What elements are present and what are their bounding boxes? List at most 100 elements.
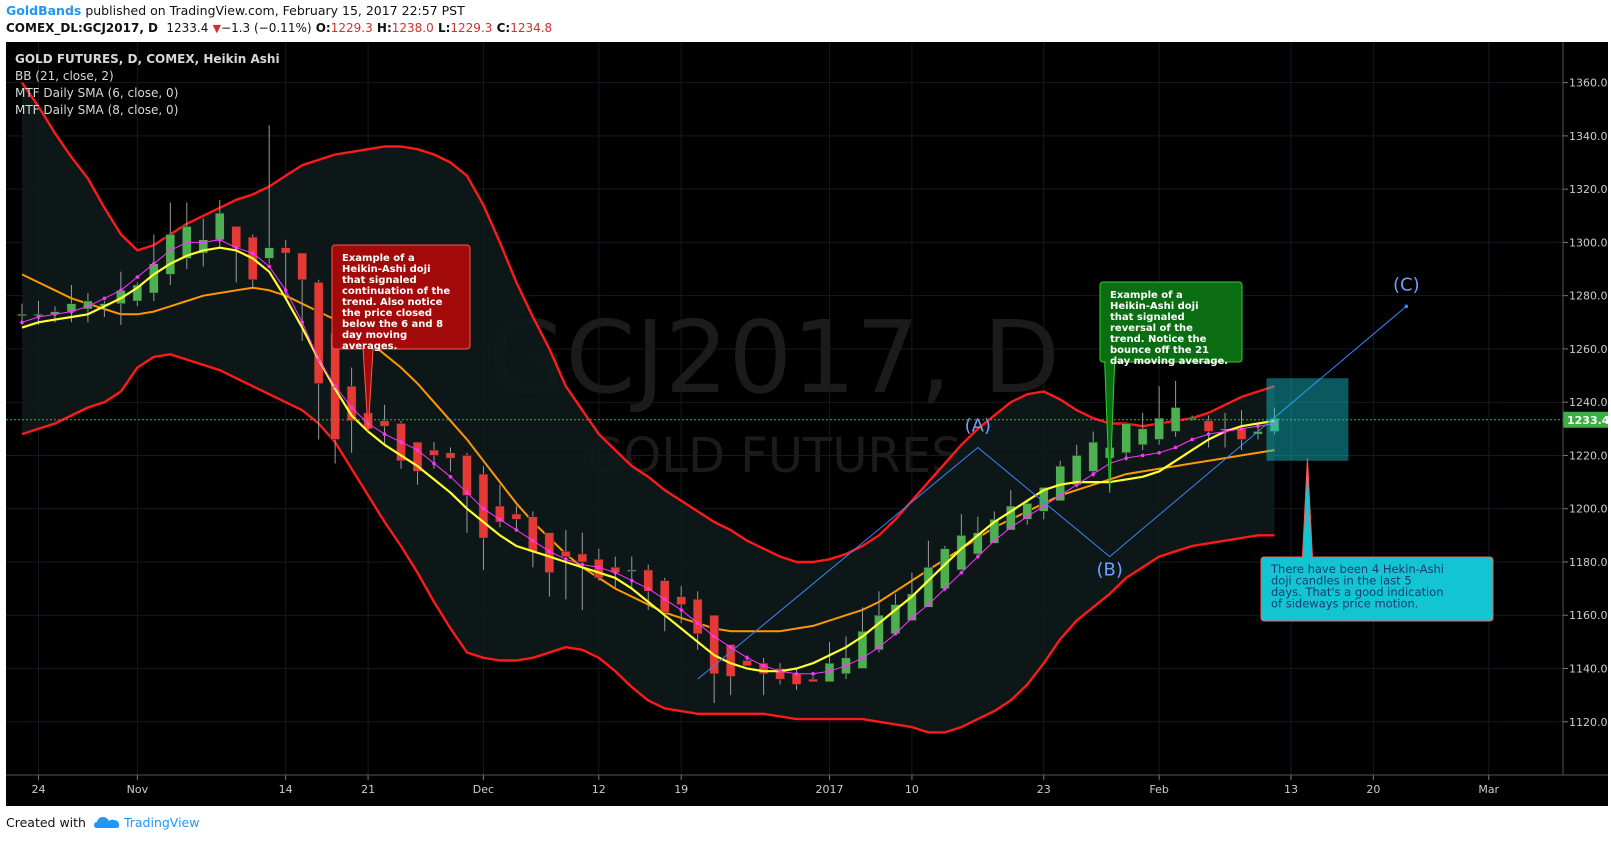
legend-bb: BB (21, close, 2) [15,69,114,83]
sma6-marker [415,448,420,452]
sma6-marker [448,474,453,479]
candle-body [577,553,588,563]
sma8-line [21,246,1275,673]
sma6-marker [992,538,997,543]
doji-highlight-box [1266,378,1349,461]
candle-body [676,596,686,605]
x-tick-label: Feb [1149,783,1168,796]
sma6-marker [514,528,519,532]
candle-body [923,567,934,608]
publish-header: GoldBands published on TradingView.com, … [6,3,465,18]
sma6-marker [910,616,914,620]
candle-body [198,239,209,254]
low-label: L: [437,21,451,35]
bb-lower-line [21,353,1275,734]
candle-body [462,455,472,496]
candle-body [1088,441,1098,472]
high-label: H: [376,21,392,35]
candle-body [17,314,27,317]
sma6-marker [597,565,601,570]
sma6-marker [1058,493,1063,498]
y-tick-label: 1260.0 [1569,343,1608,356]
sma6-marker [943,586,947,591]
candle-body [857,630,868,669]
x-tick-label: 23 [1037,783,1051,796]
legend-sma8: MTF Daily SMA (8, close, 0) [15,103,178,117]
candle-body [412,441,423,472]
sma6-marker [564,557,568,562]
candle-body [775,668,785,680]
sma6-marker [662,597,667,602]
sma6-marker [695,621,700,626]
candle-body [346,385,357,422]
candle-body [264,247,274,259]
sma6-marker [1239,427,1244,431]
candle-body [758,662,769,675]
sma6-marker [135,275,140,279]
x-tick-label: 10 [905,783,919,796]
low-value: 1229.3 [450,21,493,35]
candle-body [1203,420,1214,432]
sma6-marker [959,570,964,575]
sma6-marker [465,490,469,495]
sma6-marker [300,320,304,325]
y-tick-label: 1160.0 [1569,609,1608,622]
sma6-marker [547,549,552,554]
candle-body [1006,505,1016,531]
sma6-marker [168,248,173,253]
symbol-header: COMEX_DL:GCJ2017, D 1233.4 ▼−1.3 (−0.11%… [6,21,552,35]
sma6-marker [53,312,57,317]
tradingview-cloud-icon [90,815,124,830]
x-tick-label: Dec [473,783,494,796]
watermark-symbol: GCJ2017, D [488,299,1060,416]
sma6-marker [531,538,535,543]
candle-body [742,660,752,667]
x-tick-label: 24 [31,783,45,796]
y-tick-label: 1240.0 [1569,396,1608,409]
candle-body [692,599,703,635]
sma6-marker [250,251,255,255]
tradingview-link[interactable]: TradingView [123,815,200,830]
y-tick-label: 1120.0 [1569,716,1608,729]
y-tick-label: 1140.0 [1569,662,1608,675]
candle-body [1022,503,1033,520]
sma6-marker [778,669,782,673]
candle-body [659,580,670,613]
point-label: (B) [1096,559,1122,580]
sma6-marker [20,320,24,325]
footer: Created with TradingView [6,815,199,830]
bb-upper-line [21,81,1275,564]
sma6-marker [382,432,387,436]
sma6-marker [1140,453,1145,458]
price-chart[interactable]: GCJ2017, D GOLD FUTURES (A)(B)(C)1233.4 … [6,42,1608,806]
candle-body [1039,487,1049,512]
callout-text: There have been 4 Hekin-Ashi doji candles… [1270,562,1444,611]
created-with-text: Created with [6,815,86,830]
callout-joint [364,347,373,351]
candle-body [1187,417,1197,420]
sma6-marker [498,517,502,522]
candle-body [973,532,983,555]
sma6-marker [860,656,865,660]
sma6-marker [613,570,618,575]
symbol-line: COMEX_DL:GCJ2017, D [6,21,159,35]
point-label: (A) [965,415,991,436]
callout-joint [1303,555,1312,559]
sma6-marker [102,296,107,301]
sma6-marker [481,506,486,511]
author-link[interactable]: GoldBands [6,3,82,18]
callout-text: Example of a Heikin-Ashi doji that signale… [342,253,450,352]
sma6-marker [283,288,288,293]
candle-body [215,212,225,240]
sma6-marker [333,384,337,389]
y-tick-label: 1300.0 [1569,236,1608,249]
published-text: published on TradingView.com, February 1… [85,3,465,18]
candle-body [132,284,143,302]
y-tick-label: 1360.0 [1569,77,1608,90]
candle-body [511,513,522,520]
sma6-marker [1223,429,1227,434]
candle-body [495,505,505,523]
moving-averages [20,237,1277,676]
high-value: 1238.0 [391,21,434,35]
y-tick-label: 1180.0 [1569,556,1608,569]
